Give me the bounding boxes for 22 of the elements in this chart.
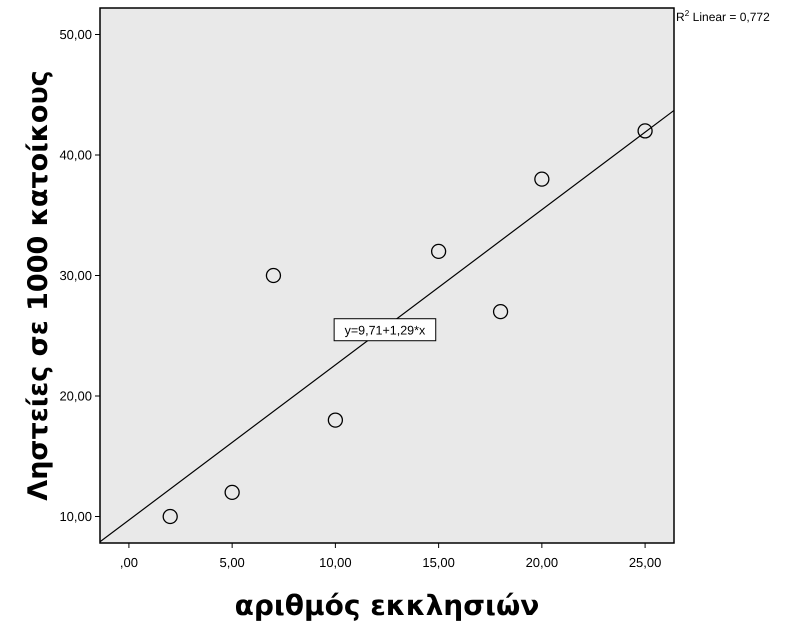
y-tick-label: 50,00 [59,27,92,42]
point [224,484,240,500]
x-tick-label: 25,00 [628,555,662,570]
y-tick-label: 40,00 [59,148,92,163]
x-tick-label: 20,00 [526,555,558,570]
x-tick-label: 15,00 [422,555,455,570]
y-tick-label: 20,00 [59,388,92,404]
point [266,268,282,284]
annotation: y=9,71+1,29*x [344,324,426,338]
x-tick-label: 5,00 [219,555,245,570]
x-tick-label: 10,00 [319,555,352,570]
text: R$^{2}$ Linear = 0,772 [676,8,770,24]
point [492,304,508,320]
point [162,508,178,524]
x-tick-label: ,00 [120,555,138,570]
point [534,171,550,187]
point [430,244,446,260]
y-tick-label: 30,00 [59,268,92,283]
x-axis-title: αριθμός εκκλησιών [234,589,540,622]
y-tick-label: 10,00 [59,508,92,524]
y-axis-title: Ληστείες σε 1000 κατοίκους [23,70,54,501]
point [328,412,344,428]
